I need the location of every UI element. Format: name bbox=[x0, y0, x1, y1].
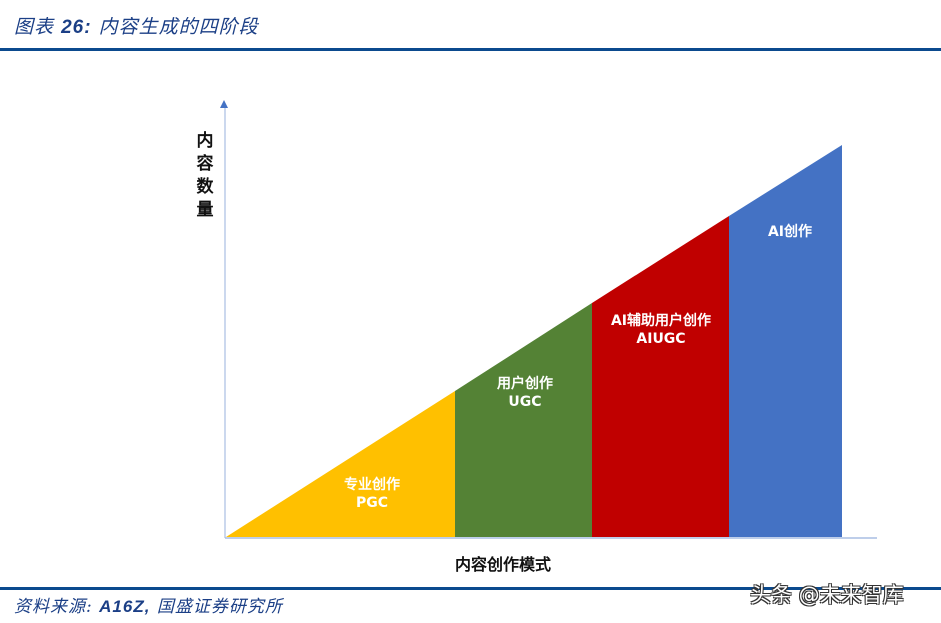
segment-label-en: AIUGC bbox=[636, 331, 686, 347]
segment-aiugc bbox=[592, 216, 729, 537]
segment-label-cn: 专业创作 bbox=[344, 477, 400, 493]
watermark: 头条 @未来智库 bbox=[750, 583, 904, 607]
figure-prefix: 图表 bbox=[14, 16, 55, 38]
segment-label-ugc: 用户创作 UGC bbox=[497, 375, 553, 411]
y-axis-arrow-icon bbox=[220, 100, 228, 108]
segment-pgc bbox=[226, 391, 455, 537]
segment-label-en: PGC bbox=[355, 495, 389, 511]
segment-label-cn: AI创作 bbox=[767, 224, 813, 240]
segment-label-cn: AI辅助用户创作 bbox=[610, 313, 712, 329]
figure-title-text: 内容生成的四阶段 bbox=[98, 16, 259, 38]
source-en: A16Z, bbox=[99, 597, 151, 616]
source-prefix: 资料来源: bbox=[14, 597, 93, 617]
segment-label-ai: AI创作 bbox=[768, 223, 812, 241]
bottom-divider bbox=[0, 587, 941, 590]
y-axis-label: 内容数量 bbox=[196, 131, 214, 220]
segment-label-en: UGC bbox=[508, 394, 542, 410]
segment-label-pgc: 专业创作 PGC bbox=[344, 476, 400, 512]
x-axis-label: 内容创作模式 bbox=[455, 555, 552, 574]
segment-label-cn: 用户创作 bbox=[497, 376, 553, 392]
segment-label-aiugc: AI辅助用户创作 AIUGC bbox=[611, 312, 711, 348]
segment-ugc bbox=[455, 303, 592, 537]
top-divider bbox=[0, 48, 941, 51]
figure-number: 26: bbox=[61, 17, 92, 38]
figure-title: 图表 26: 内容生成的四阶段 bbox=[14, 12, 259, 39]
segment-ai bbox=[729, 145, 842, 537]
source-cn: 国盛证券研究所 bbox=[156, 597, 283, 617]
source-note: 资料来源: A16Z, 国盛证券研究所 bbox=[14, 592, 283, 617]
